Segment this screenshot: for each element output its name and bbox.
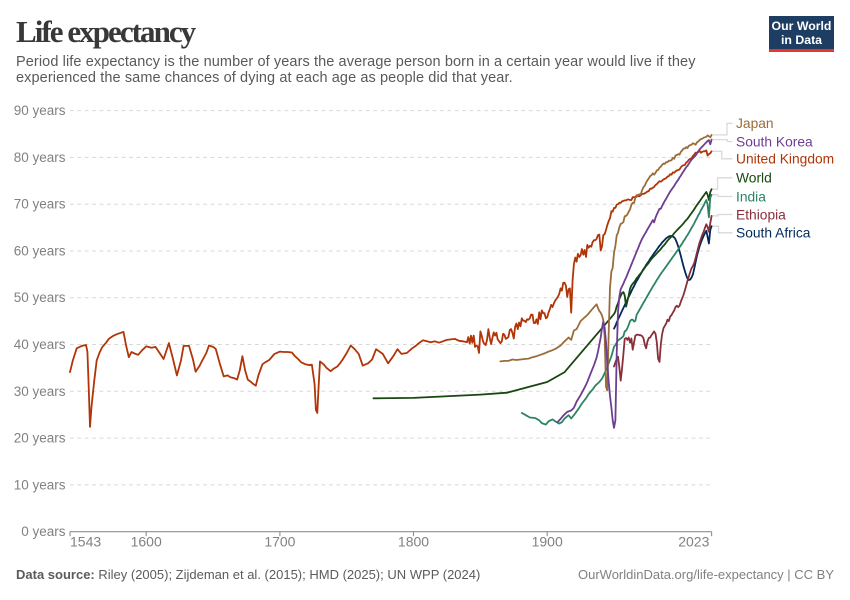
svg-text:50 years: 50 years <box>14 290 66 305</box>
svg-text:1800: 1800 <box>398 534 429 550</box>
svg-text:0 years: 0 years <box>21 524 66 539</box>
svg-text:80 years: 80 years <box>14 150 66 165</box>
svg-text:60 years: 60 years <box>14 244 66 259</box>
svg-text:1700: 1700 <box>264 534 295 550</box>
svg-text:70 years: 70 years <box>14 197 66 212</box>
svg-text:30 years: 30 years <box>14 384 66 399</box>
svg-text:Ethiopia: Ethiopia <box>736 207 786 222</box>
svg-text:South Korea: South Korea <box>736 134 813 149</box>
svg-text:20 years: 20 years <box>14 431 66 446</box>
svg-text:1600: 1600 <box>131 534 162 550</box>
svg-text:40 years: 40 years <box>14 337 66 352</box>
svg-text:90 years: 90 years <box>14 103 66 118</box>
svg-text:United Kingdom: United Kingdom <box>736 152 834 167</box>
svg-text:World: World <box>736 171 772 186</box>
svg-text:1543: 1543 <box>70 534 101 550</box>
svg-text:Japan: Japan <box>736 116 774 131</box>
svg-text:10 years: 10 years <box>14 477 66 492</box>
svg-text:1900: 1900 <box>532 534 563 550</box>
svg-text:2023: 2023 <box>678 534 709 550</box>
svg-text:South Africa: South Africa <box>736 226 811 241</box>
svg-text:India: India <box>736 189 766 204</box>
